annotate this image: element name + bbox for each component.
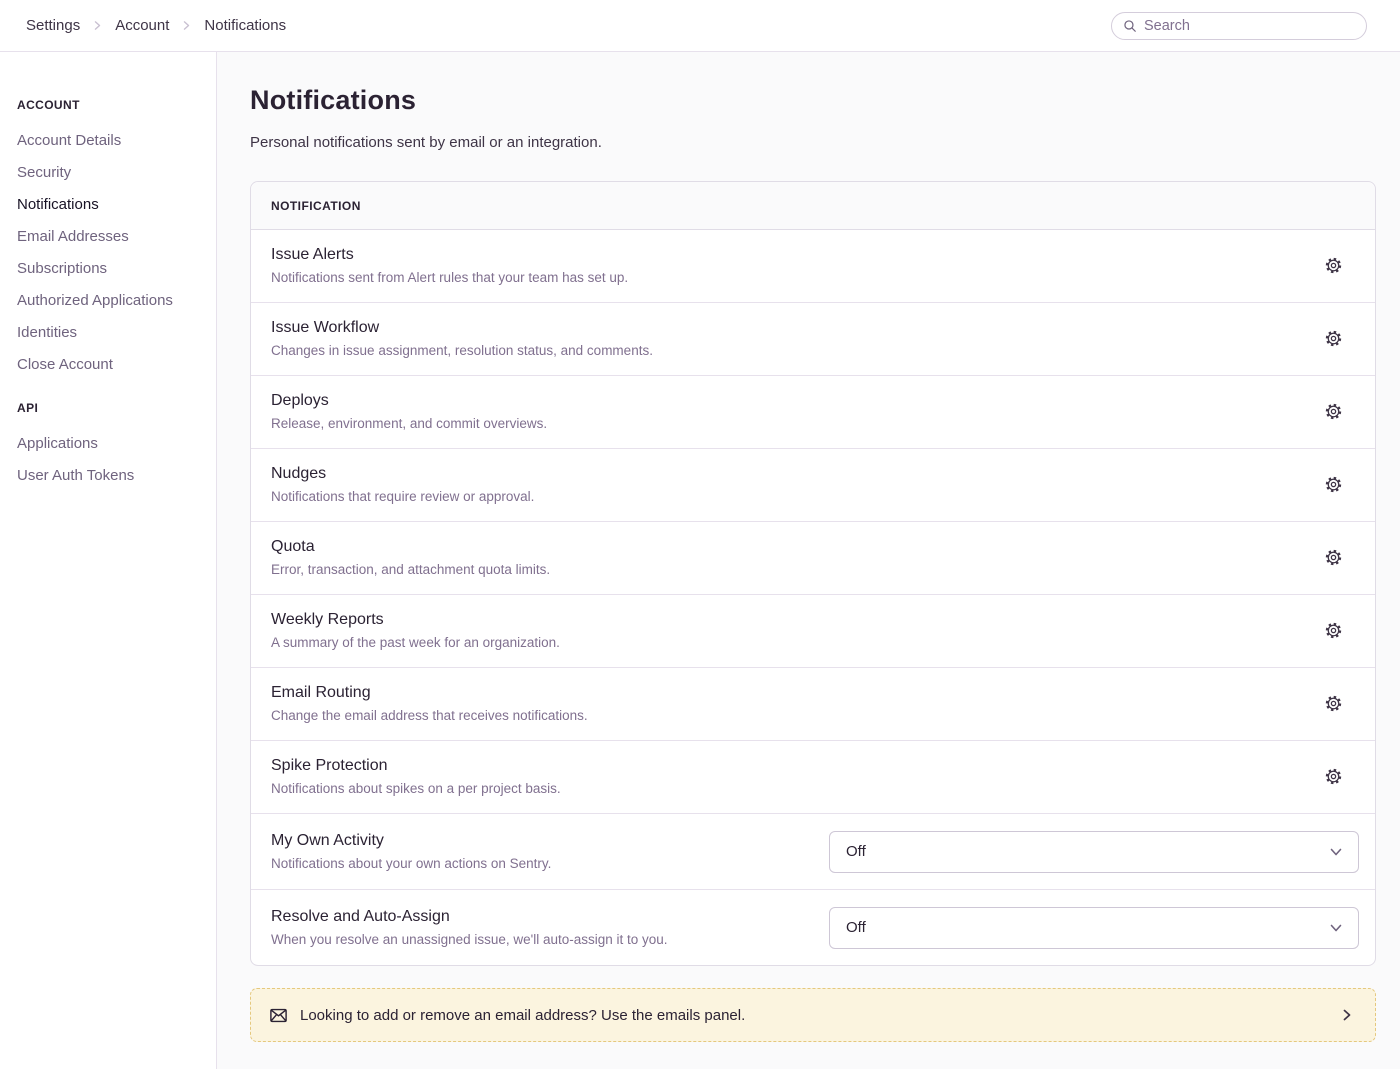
weekly-reports-settings-button[interactable]	[1320, 617, 1347, 644]
issue-workflow-settings-button[interactable]	[1320, 325, 1347, 352]
notifications-panel: NOTIFICATION Issue Alerts Notifications …	[250, 181, 1376, 966]
row-title: Nudges	[271, 465, 327, 482]
row-title: Deploys	[271, 392, 329, 409]
issue-alerts-settings-button[interactable]	[1320, 252, 1347, 279]
sidebar-item-notifications[interactable]: Notifications	[17, 196, 99, 213]
sidebar-item-email-addresses[interactable]: Email Addresses	[17, 228, 129, 245]
row-description: When you resolve an unassigned issue, we…	[271, 932, 668, 947]
row-resolve-auto-assign: Resolve and Auto-Assign When you resolve…	[251, 890, 1375, 965]
spike-protection-settings-button[interactable]	[1320, 763, 1347, 790]
chevron-down-icon	[1328, 920, 1344, 936]
envelope-icon	[269, 1006, 288, 1025]
row-description: Notifications about spikes on a per proj…	[271, 781, 561, 796]
row-title: Quota	[271, 538, 315, 555]
sidebar-section-api: API Applications User Auth Tokens	[17, 401, 204, 485]
sidebar-section-account: ACCOUNT Account Details Security Notific…	[17, 98, 204, 374]
row-description: Notifications about your own actions on …	[271, 856, 552, 871]
sidebar-heading-api: API	[17, 401, 39, 415]
gear-icon	[1324, 402, 1343, 421]
row-deploys: Deploys Release, environment, and commit…	[251, 376, 1375, 449]
email-routing-settings-button[interactable]	[1320, 690, 1347, 717]
sidebar-item-close-account[interactable]: Close Account	[17, 356, 113, 373]
sidebar-item-identities[interactable]: Identities	[17, 324, 78, 341]
sidebar-item-user-auth-tokens[interactable]: User Auth Tokens	[17, 467, 135, 484]
top-bar: Settings Account Notifications	[0, 0, 1400, 52]
page-description: Personal notifications sent by email or …	[250, 134, 602, 151]
gear-icon	[1324, 256, 1343, 275]
search-icon	[1123, 19, 1137, 33]
sidebar-item-applications[interactable]: Applications	[17, 435, 98, 452]
sidebar-item-account-details[interactable]: Account Details	[17, 132, 122, 149]
chevron-down-icon	[1328, 844, 1344, 860]
main-content: Notifications Personal notifications sen…	[217, 52, 1400, 1069]
sidebar-heading-account: ACCOUNT	[17, 98, 80, 112]
emails-panel-banner[interactable]: Looking to add or remove an email addres…	[250, 988, 1376, 1042]
row-description: Notifications that require review or app…	[271, 489, 535, 504]
page-title: Notifications	[250, 85, 417, 115]
row-title: Issue Alerts	[271, 246, 354, 263]
search-box[interactable]	[1111, 11, 1367, 40]
row-weekly-reports: Weekly Reports A summary of the past wee…	[251, 595, 1375, 668]
row-nudges: Nudges Notifications that require review…	[251, 449, 1375, 522]
gear-icon	[1324, 767, 1343, 786]
row-title: Email Routing	[271, 684, 371, 701]
gear-icon	[1324, 621, 1343, 640]
sidebar-item-security[interactable]: Security	[17, 164, 72, 181]
row-description: A summary of the past week for an organi…	[271, 635, 560, 650]
quota-settings-button[interactable]	[1320, 544, 1347, 571]
row-issue-alerts: Issue Alerts Notifications sent from Ale…	[251, 230, 1375, 303]
row-my-own-activity: My Own Activity Notifications about your…	[251, 814, 1375, 890]
emails-panel-banner-text: Looking to add or remove an email addres…	[300, 1006, 746, 1024]
gear-icon	[1324, 548, 1343, 567]
sidebar-item-authorized-applications[interactable]: Authorized Applications	[17, 292, 173, 309]
row-description: Changes in issue assignment, resolution …	[271, 343, 653, 358]
row-issue-workflow: Issue Workflow Changes in issue assignme…	[251, 303, 1375, 376]
chevron-right-icon	[91, 19, 104, 32]
my-own-activity-select[interactable]: Off	[829, 830, 1359, 873]
row-spike-protection: Spike Protection Notifications about spi…	[251, 741, 1375, 814]
row-title: Issue Workflow	[271, 319, 380, 336]
select-value: Off	[846, 919, 866, 936]
gear-icon	[1324, 694, 1343, 713]
chevron-right-icon	[1339, 1007, 1355, 1023]
panel-header: NOTIFICATION	[251, 182, 1375, 230]
row-description: Notifications sent from Alert rules that…	[271, 270, 629, 285]
breadcrumb: Settings Account Notifications	[26, 17, 286, 34]
row-description: Release, environment, and commit overvie…	[271, 416, 548, 431]
row-title: Weekly Reports	[271, 611, 384, 628]
chevron-right-icon	[180, 19, 193, 32]
row-description: Change the email address that receives n…	[271, 708, 588, 723]
search-input[interactable]	[1144, 17, 1355, 34]
sidebar-item-subscriptions[interactable]: Subscriptions	[17, 260, 108, 277]
row-quota: Quota Error, transaction, and attachment…	[251, 522, 1375, 595]
breadcrumb-notifications: Notifications	[204, 17, 287, 34]
row-description: Error, transaction, and attachment quota…	[271, 562, 551, 577]
breadcrumb-settings[interactable]: Settings	[26, 17, 81, 34]
row-title: My Own Activity	[271, 832, 384, 849]
resolve-auto-assign-select[interactable]: Off	[829, 906, 1359, 949]
select-value: Off	[846, 843, 866, 860]
settings-sidebar: ACCOUNT Account Details Security Notific…	[0, 52, 217, 1069]
row-email-routing: Email Routing Change the email address t…	[251, 668, 1375, 741]
row-title: Resolve and Auto-Assign	[271, 908, 450, 925]
gear-icon	[1324, 475, 1343, 494]
deploys-settings-button[interactable]	[1320, 398, 1347, 425]
gear-icon	[1324, 329, 1343, 348]
nudges-settings-button[interactable]	[1320, 471, 1347, 498]
breadcrumb-account[interactable]: Account	[115, 17, 170, 34]
row-title: Spike Protection	[271, 757, 388, 774]
